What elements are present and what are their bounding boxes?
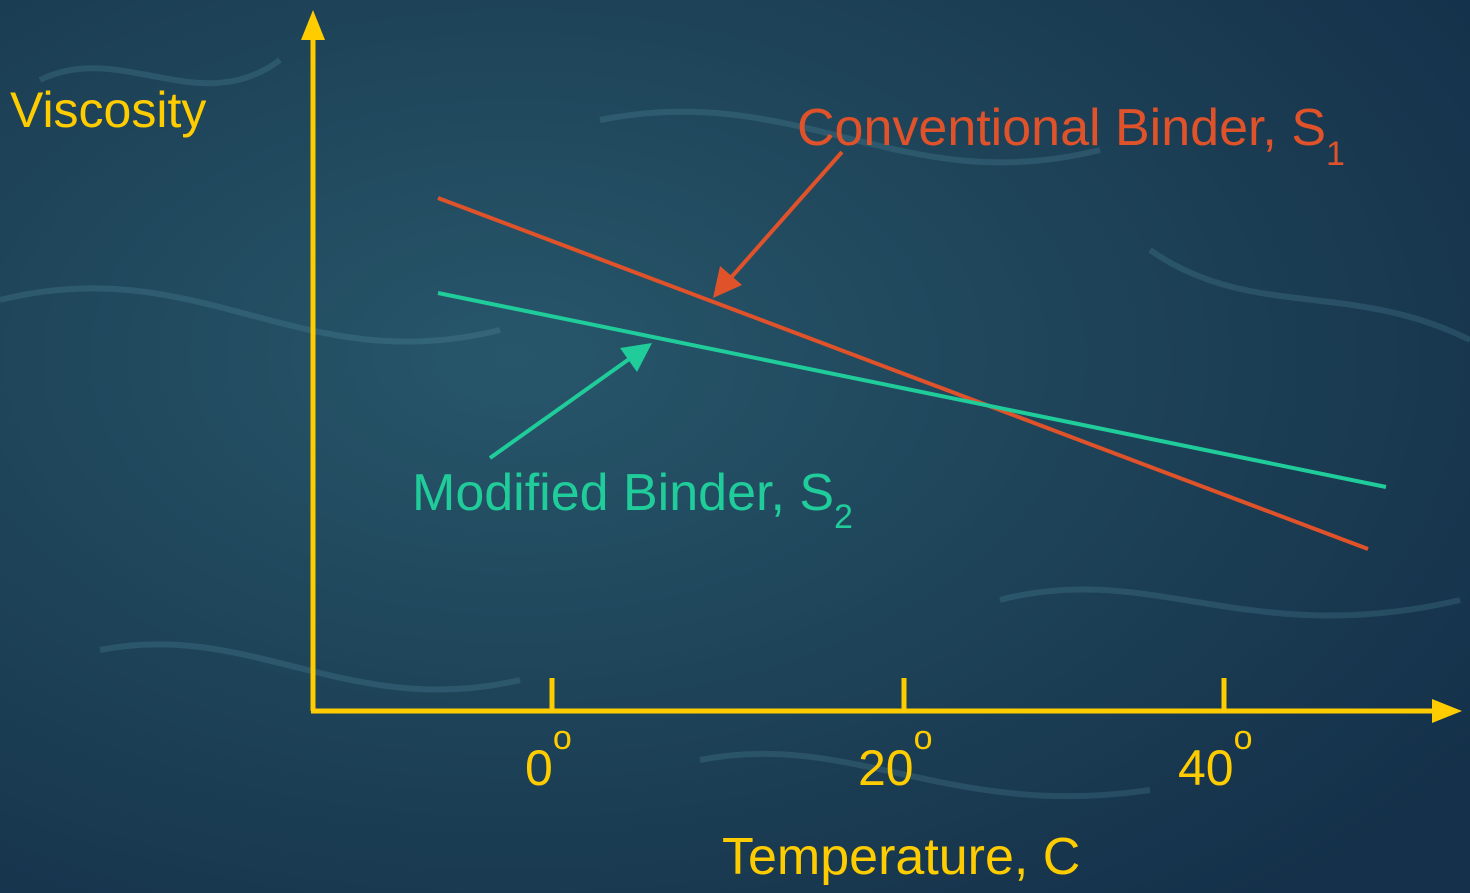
tick-text: 40 (1178, 740, 1234, 796)
page: Viscosity Temperature, C Conventional Bi… (0, 0, 1470, 893)
label-subscript: 1 (1326, 135, 1345, 173)
label-subscript: 2 (834, 498, 853, 536)
label-text: Conventional Binder, S (797, 99, 1326, 157)
label-text: Modified Binder, S (412, 464, 834, 522)
x-axis-label: Temperature, C (722, 828, 1080, 886)
tick-superscript: o (914, 719, 933, 757)
tick-superscript: o (553, 719, 572, 757)
slide: Viscosity Temperature, C Conventional Bi… (0, 0, 1470, 893)
tick-superscript: o (1234, 719, 1253, 757)
y-axis-label: Viscosity (10, 82, 206, 138)
tick-text: 0 (525, 740, 553, 796)
tick-text: 20 (858, 740, 914, 796)
